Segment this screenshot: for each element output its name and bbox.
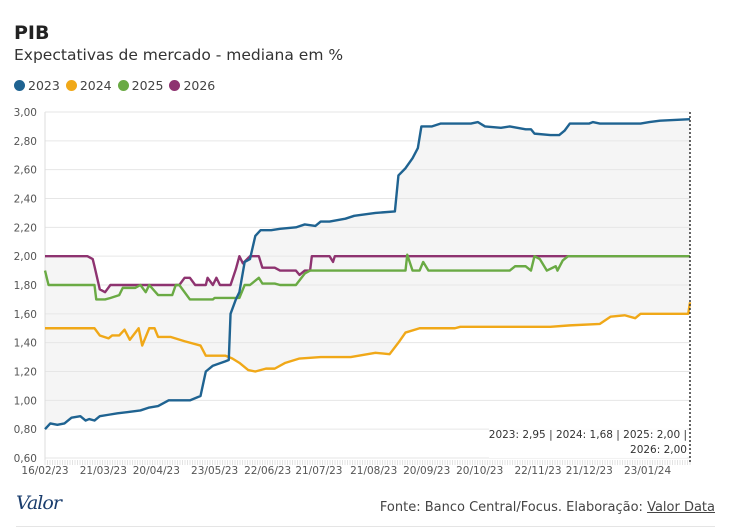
y-tick-label: 0,80 <box>14 424 37 436</box>
x-tick-label: 21/07/23 <box>295 465 342 477</box>
legend-dot-icon <box>14 80 25 91</box>
x-tick-label: 22/06/23 <box>244 465 291 477</box>
legend-item-2023[interactable]: 2023 <box>14 78 60 93</box>
legend-item-2026[interactable]: 2026 <box>169 78 215 93</box>
legend-label: 2024 <box>79 78 112 93</box>
y-tick-label: 1,40 <box>14 338 37 350</box>
legend-item-2024[interactable]: 2024 <box>65 78 112 93</box>
legend: 2023 2024 2025 2026 <box>14 78 215 93</box>
valor-logo: Valor <box>16 492 62 514</box>
x-tick-label: 20/09/23 <box>403 465 450 477</box>
x-tick-label: 22/11/23 <box>514 465 561 477</box>
legend-dot-icon <box>65 80 77 91</box>
x-tick-label: 23/01/24 <box>624 465 671 477</box>
y-tick-label: 2,40 <box>14 194 37 206</box>
x-tick-label: 23/05/23 <box>191 465 238 477</box>
x-tick-label: 21/08/23 <box>350 465 397 477</box>
annotation-line-2: 2026: 2,00 <box>630 444 687 456</box>
x-tick-label: 21/12/23 <box>566 465 613 477</box>
y-tick-label: 2,80 <box>14 136 37 148</box>
source-note: Fonte: Banco Central/Focus. Elaboração: … <box>380 500 715 515</box>
y-tick-label: 1,80 <box>14 280 37 292</box>
footer-divider <box>16 526 715 527</box>
x-tick-label: 16/02/23 <box>21 465 68 477</box>
y-tick-label: 2,60 <box>14 165 37 177</box>
legend-label: 2026 <box>183 78 216 93</box>
x-tick-label: 20/04/23 <box>133 465 180 477</box>
y-tick-label: 1,20 <box>14 367 37 379</box>
last-values-annotation: 2023: 2,95 | 2024: 1,68 | 2025: 2,00 | 2… <box>488 428 687 458</box>
y-tick-label: 2,20 <box>14 222 37 234</box>
legend-dot-icon <box>117 80 129 91</box>
chart-title: PIB <box>14 22 50 44</box>
legend-label: 2025 <box>131 78 164 93</box>
chart-subtitle: Expectativas de mercado - mediana em % <box>14 46 344 64</box>
x-tick-label: 21/03/23 <box>80 465 127 477</box>
series-line-2024 <box>45 302 692 373</box>
x-tick-label: 20/10/23 <box>456 465 503 477</box>
series-line-2026 <box>45 254 690 294</box>
annotation-line-1: 2023: 2,95 | 2024: 1,68 | 2025: 2,00 | <box>488 429 687 441</box>
series-line-2023 <box>44 118 691 430</box>
legend-item-2025[interactable]: 2025 <box>117 78 164 93</box>
y-tick-label: 1,60 <box>14 309 37 321</box>
y-tick-label: 3,00 <box>14 107 37 119</box>
series-line-2025 <box>43 253 690 301</box>
source-text: Fonte: Banco Central/Focus. Elaboração: <box>379 500 648 515</box>
y-tick-label: 0,60 <box>14 453 37 465</box>
y-tick-label: 1,00 <box>14 395 37 407</box>
y-tick-label: 2,00 <box>14 251 37 263</box>
range-band <box>45 119 690 430</box>
legend-label: 2023 <box>28 78 60 93</box>
valor-data-link[interactable]: Valor Data <box>647 500 715 515</box>
legend-dot-icon <box>169 80 181 91</box>
